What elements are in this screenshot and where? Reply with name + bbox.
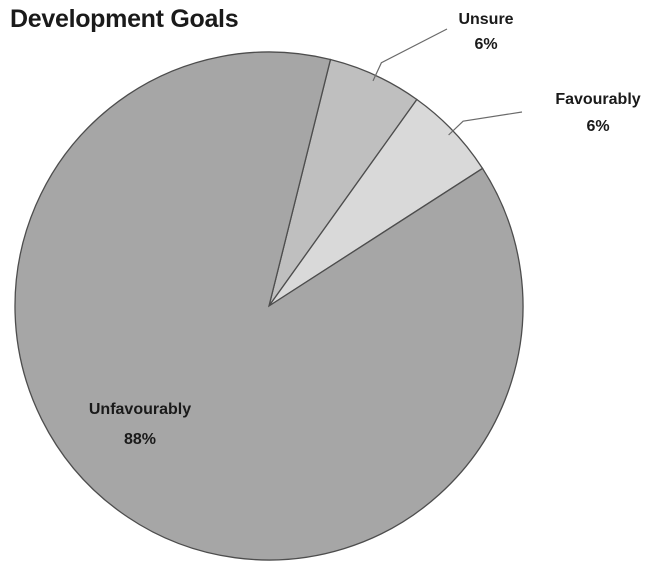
slice-value-favourably: 6% — [586, 118, 609, 135]
slice-label-favourably: Favourably — [555, 91, 640, 108]
leader-line-favourably — [448, 111, 523, 136]
slice-label-unfavourably: Unfavourably — [89, 401, 191, 418]
pie-slice-unfavourably — [14, 51, 524, 561]
slice-label-unsure: Unsure — [458, 11, 513, 28]
chart-title: Development Goals — [10, 5, 238, 33]
leader-lines — [372, 28, 523, 136]
slice-value-unfavourably: 88% — [124, 431, 156, 448]
leader-line-unsure — [372, 28, 448, 82]
pie-slices — [14, 51, 524, 561]
slice-value-unsure: 6% — [474, 36, 497, 53]
slice-labels: Unsure 6% Favourably 6% Unfavourably 88% — [89, 11, 641, 448]
